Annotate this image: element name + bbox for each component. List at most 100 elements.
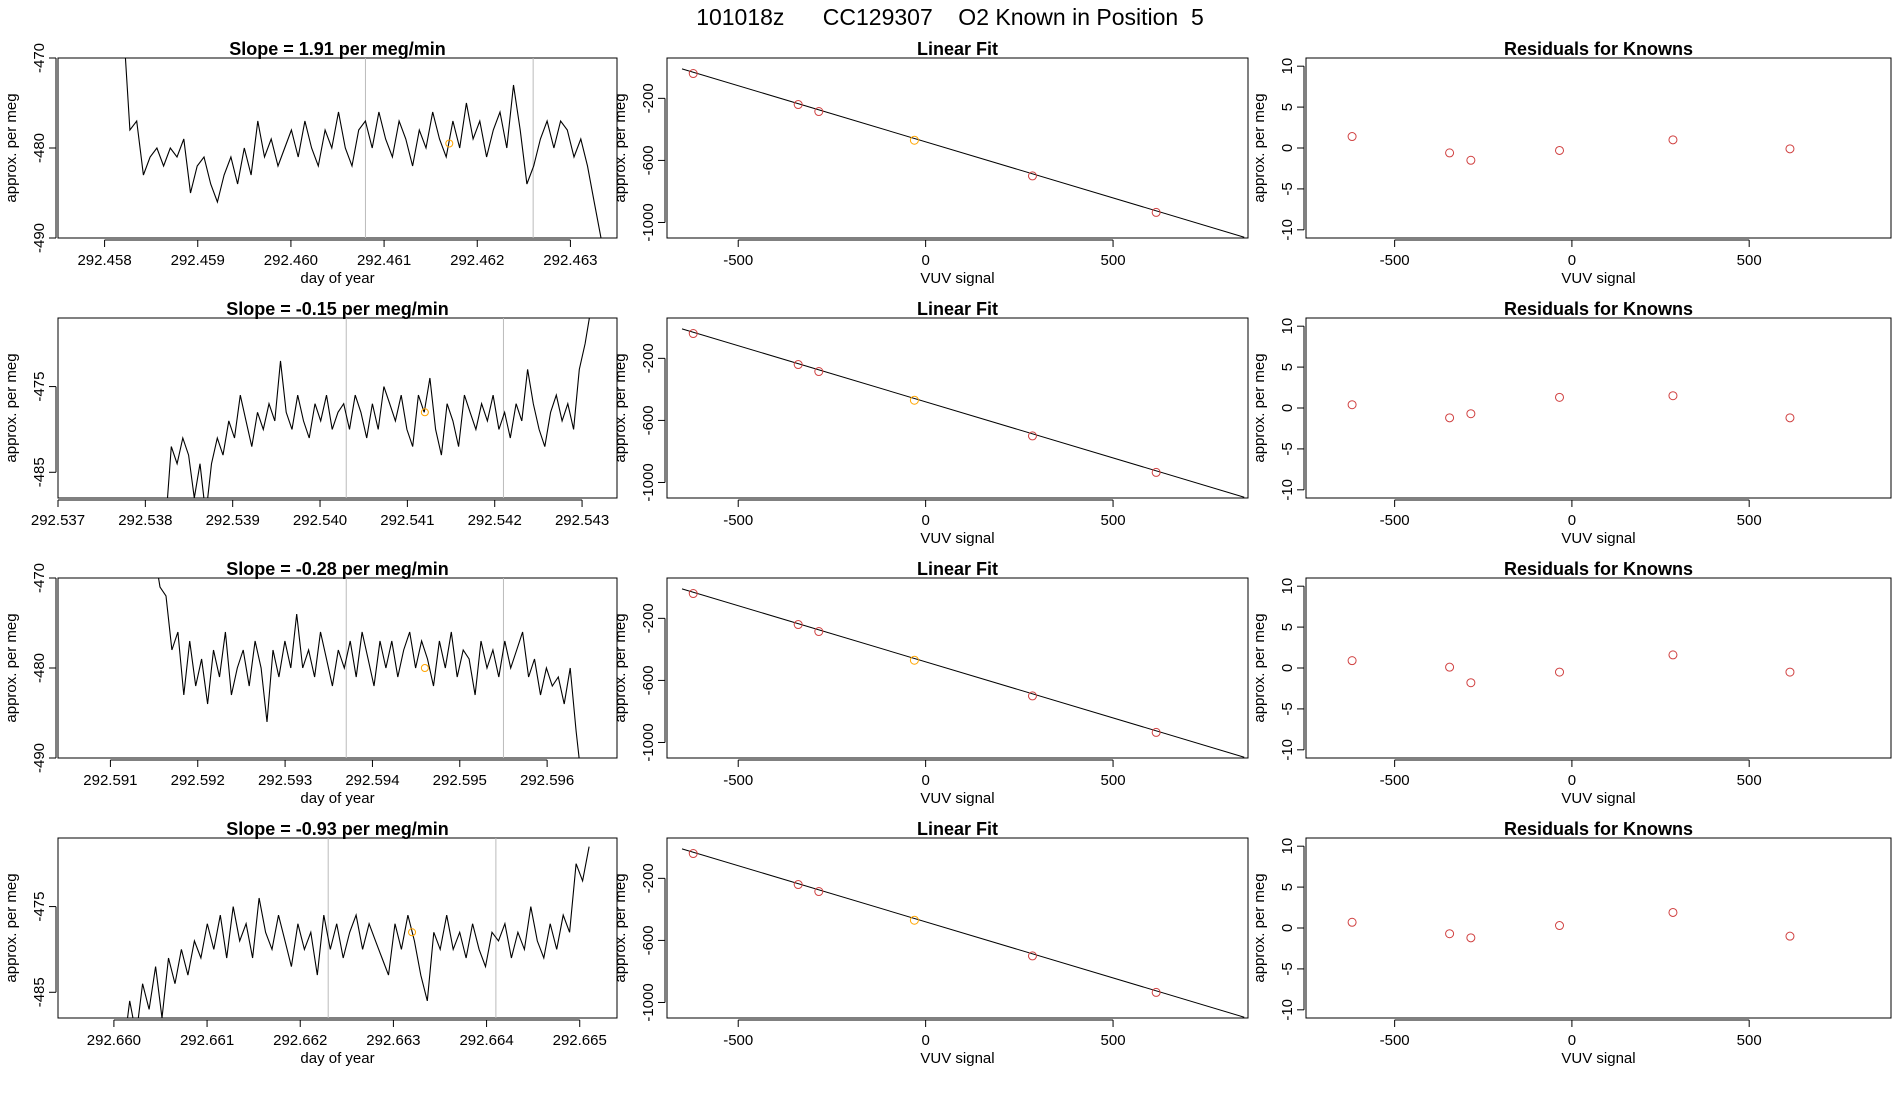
x-tick-label: 292.664	[459, 1032, 513, 1049]
panel-title: Slope = -0.28 per meg/min	[226, 559, 449, 579]
x-tick-label: 0	[1568, 772, 1576, 789]
data-point	[1027, 431, 1037, 441]
x-tick-label: 292.543	[555, 512, 609, 529]
plot-area	[1347, 391, 1795, 423]
x-tick-label: 292.542	[468, 512, 522, 529]
x-axis-label: VUV signal	[1561, 1050, 1635, 1067]
data-point	[1027, 951, 1037, 961]
panel-fit-2: Linear Fit -500 0 500 VUV signal -200 -600 -100…	[612, 299, 1249, 547]
plot-area	[681, 848, 1245, 1018]
fit-line	[681, 328, 1245, 498]
y-tick-label: 5	[1279, 363, 1296, 371]
data-point	[1785, 144, 1795, 154]
y-tick-label: -490	[31, 223, 48, 253]
x-axis-label: VUV signal	[1561, 530, 1635, 547]
y-tick-label: -10	[1279, 479, 1296, 501]
data-point	[1151, 207, 1161, 217]
y-tick-label: -5	[1279, 702, 1296, 715]
data-point	[1445, 413, 1455, 423]
y-tick-label: -480	[31, 133, 48, 163]
signal-trace	[124, 58, 602, 238]
y-tick-label: -5	[1279, 182, 1296, 195]
panel-title: Linear Fit	[917, 819, 998, 839]
x-tick-label: -500	[723, 1032, 753, 1049]
x-tick-label: 292.538	[118, 512, 172, 529]
data-point	[1466, 409, 1476, 419]
y-tick-label: 0	[1279, 144, 1296, 152]
data-point	[688, 329, 698, 339]
mean-marker-point	[408, 928, 417, 937]
data-point	[793, 620, 803, 630]
plot-frame	[57, 837, 618, 1019]
data-point	[793, 880, 803, 890]
x-tick-label: 292.596	[520, 772, 574, 789]
y-tick-label: -10	[1279, 219, 1296, 241]
x-tick-label: 292.537	[31, 512, 85, 529]
y-tick-label: -470	[31, 563, 48, 593]
y-tick-label: -600	[640, 665, 657, 695]
y-tick-label: 5	[1279, 883, 1296, 891]
y-axis-label: approx. per meg	[612, 613, 629, 722]
x-tick-label: 292.541	[380, 512, 434, 529]
y-tick-label: -475	[31, 892, 48, 922]
y-tick-label: -600	[640, 145, 657, 175]
x-tick-label: 292.459	[171, 252, 225, 269]
data-point	[793, 360, 803, 370]
x-axis-label: day of year	[300, 270, 374, 287]
plot-frame	[57, 57, 618, 239]
data-point	[793, 100, 803, 110]
panel-resid-1: Residuals for Knowns -500 0 500 VUV signal 10…	[1251, 39, 1892, 287]
x-tick-label: 292.539	[206, 512, 260, 529]
data-point	[1668, 907, 1678, 917]
fit-line	[681, 588, 1245, 758]
panel-time-3: Slope = -0.28 per meg/min 292.591 292.592 2…	[3, 559, 618, 807]
y-tick-label: -10	[1279, 739, 1296, 761]
signal-trace	[159, 318, 590, 498]
x-tick-label: 292.592	[171, 772, 225, 789]
y-tick-label: -200	[640, 343, 657, 373]
x-tick-label: 0	[921, 252, 929, 269]
x-tick-label: -500	[723, 512, 753, 529]
x-tick-label: 292.593	[258, 772, 312, 789]
data-point	[1555, 145, 1564, 155]
mean-marker-point	[420, 664, 429, 672]
x-axis-label: VUV signal	[920, 790, 994, 807]
x-tick-label: -500	[1380, 772, 1410, 789]
data-point	[1027, 171, 1037, 181]
panel-title: Slope = -0.15 per meg/min	[226, 299, 449, 319]
data-point	[1151, 467, 1161, 477]
panel-title: Slope = 1.91 per meg/min	[229, 39, 446, 59]
x-tick-label: 292.665	[553, 1032, 607, 1049]
panel-time-2: Slope = -0.15 per meg/min 292.537 292.538 2…	[3, 299, 618, 529]
panel-resid-2: Residuals for Knowns -500 0 500 VUV signal 10…	[1251, 299, 1892, 547]
x-tick-label: 292.540	[293, 512, 347, 529]
x-axis-label: VUV signal	[920, 1050, 994, 1067]
data-point	[1668, 135, 1678, 145]
y-tick-label: -485	[31, 977, 48, 1007]
panel-time-1: Slope = 1.91 per meg/min 292.458 292.459 29…	[3, 39, 618, 287]
data-point	[1347, 400, 1357, 410]
data-point	[1347, 917, 1357, 927]
y-axis-label: approx. per meg	[612, 873, 629, 982]
data-point	[909, 915, 919, 925]
y-tick-label: 5	[1279, 623, 1296, 631]
y-axis-label: approx. per meg	[612, 353, 629, 462]
x-tick-label: -500	[723, 252, 753, 269]
x-tick-label: 500	[1737, 512, 1762, 529]
panel-title: Residuals for Knowns	[1504, 39, 1693, 59]
plot-frame	[1305, 837, 1892, 1019]
y-tick-label: -1000	[640, 203, 657, 241]
data-point	[1151, 727, 1161, 737]
panel-title: Linear Fit	[917, 559, 998, 579]
data-point	[1668, 650, 1678, 660]
panel-title: Linear Fit	[917, 39, 998, 59]
data-point	[814, 887, 824, 897]
data-point	[1027, 691, 1037, 701]
y-axis-label: approx. per meg	[1251, 93, 1268, 202]
x-tick-label: -500	[1380, 252, 1410, 269]
y-tick-label: -600	[640, 405, 657, 435]
data-point	[1785, 413, 1795, 423]
y-axis-label: approx. per meg	[612, 93, 629, 202]
y-tick-label: 0	[1279, 924, 1296, 932]
y-tick-label: -475	[31, 372, 48, 402]
